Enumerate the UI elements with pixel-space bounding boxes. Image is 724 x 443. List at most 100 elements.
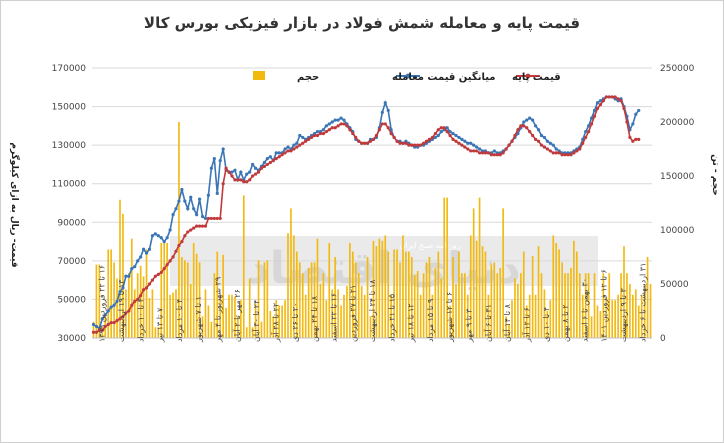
avg-price-point	[165, 236, 169, 240]
base-price-point	[91, 330, 96, 334]
volume-bar	[372, 240, 375, 338]
base-price-point	[103, 324, 107, 329]
base-price-point	[395, 139, 399, 143]
base-price-point	[327, 128, 331, 132]
volume-bar	[623, 246, 625, 338]
avg-price-point	[103, 313, 107, 317]
base-price-point	[587, 130, 591, 134]
base-price-point	[195, 224, 199, 228]
volume-bar	[487, 294, 490, 338]
base-price-point	[522, 124, 526, 128]
base-price-point	[625, 120, 629, 124]
avg-price-point	[212, 157, 216, 161]
volume-bar	[617, 294, 619, 338]
base-price-point	[533, 137, 538, 141]
volume-bar	[416, 271, 419, 338]
legend-avg-label: میانگین قیمت معامله	[392, 70, 496, 83]
volume-bar	[216, 251, 219, 338]
base-price-point	[153, 274, 157, 278]
y-left-tick-label: 130000	[52, 141, 87, 151]
avg-price-point	[112, 303, 116, 307]
volume-bar	[363, 294, 366, 338]
volume-bar	[431, 294, 434, 338]
base-price-point	[309, 135, 314, 140]
avg-price-point	[286, 145, 290, 149]
x-tick-label: ۱۸ تا ۲۴ بهمن	[310, 295, 319, 342]
base-price-point	[100, 328, 104, 332]
volume-bar	[525, 305, 528, 338]
avg-price-point	[548, 141, 552, 145]
base-price-point	[374, 133, 379, 138]
y-left-tick-label: 90000	[57, 218, 86, 228]
base-price-point	[268, 160, 272, 165]
volume-bar	[325, 300, 328, 338]
watermark-text: دنیای اقتصاد	[247, 243, 521, 294]
volume-bar	[189, 284, 192, 338]
avg-price-point	[209, 166, 213, 170]
base-price-point	[212, 216, 216, 221]
base-price-point	[424, 139, 429, 143]
x-axis: ۱۶ تا ۲۲ فروردین ۱۳۹۹ ۱۳ تا ۱۹ اردیبهشت ۴ …	[92, 263, 652, 343]
base-price-point	[318, 131, 323, 136]
base-price-point	[106, 322, 110, 327]
volume-bar	[552, 235, 555, 338]
base-price-point	[504, 147, 508, 151]
x-tick-label: ۸ تا ۱۴ آبان	[502, 303, 512, 342]
base-price-point	[495, 153, 499, 157]
avg-price-point	[251, 162, 255, 167]
volume-bar	[248, 278, 251, 338]
base-price-point	[380, 122, 384, 126]
avg-price-point	[542, 135, 547, 140]
base-price-point	[454, 139, 458, 143]
avg-price-point	[283, 147, 287, 151]
x-tick-label: ۱۶ تا ۲۲ اسفند	[329, 293, 338, 342]
base-price-point	[127, 309, 131, 313]
base-price-point	[307, 137, 311, 141]
volume-bar	[390, 294, 392, 338]
base-price-point	[466, 147, 470, 151]
volume-bar	[611, 300, 614, 338]
volume-bar	[599, 311, 602, 338]
base-price-point	[203, 224, 208, 228]
volume-bar	[581, 294, 584, 338]
base-price-point	[371, 137, 376, 141]
x-tick-label: ۴ تا ۱۰ مرداد	[175, 299, 184, 342]
avg-price-point	[298, 133, 302, 138]
volume-bar	[360, 286, 363, 338]
base-price-point	[339, 122, 343, 126]
volume-bar	[434, 267, 437, 338]
volume-bar	[245, 327, 248, 338]
base-price-point	[554, 151, 558, 155]
volume-bar	[207, 305, 210, 338]
base-price-point	[259, 166, 264, 170]
volume-bar	[517, 284, 519, 338]
base-price-point	[578, 147, 582, 151]
base-price-point	[321, 131, 325, 136]
base-price-point	[209, 216, 213, 221]
base-price-point	[197, 224, 202, 228]
base-price-point	[592, 114, 597, 118]
avg-price-point	[233, 168, 237, 172]
avg-price-point	[277, 151, 281, 155]
base-price-point	[315, 133, 320, 138]
y-axis-right: 250000 200000 150000 100000 50000 0	[660, 64, 695, 344]
avg-price-point	[477, 147, 482, 151]
volume-bar	[408, 251, 410, 338]
base-price-point	[124, 311, 128, 315]
base-price-point	[277, 155, 281, 159]
volume-bar	[428, 257, 431, 338]
base-price-point	[336, 124, 340, 128]
volume-bar	[116, 278, 118, 338]
avg-price-point	[215, 191, 219, 195]
volume-bar	[148, 298, 151, 338]
base-price-point	[348, 128, 352, 132]
legend-avg-marker	[405, 73, 411, 79]
base-price-point	[342, 122, 346, 126]
base-price-point	[386, 126, 390, 130]
avg-price-point	[230, 170, 234, 174]
avg-price-point	[91, 322, 96, 327]
volume-bar	[440, 278, 443, 338]
avg-price-point	[472, 143, 476, 147]
volume-bar	[184, 260, 186, 338]
